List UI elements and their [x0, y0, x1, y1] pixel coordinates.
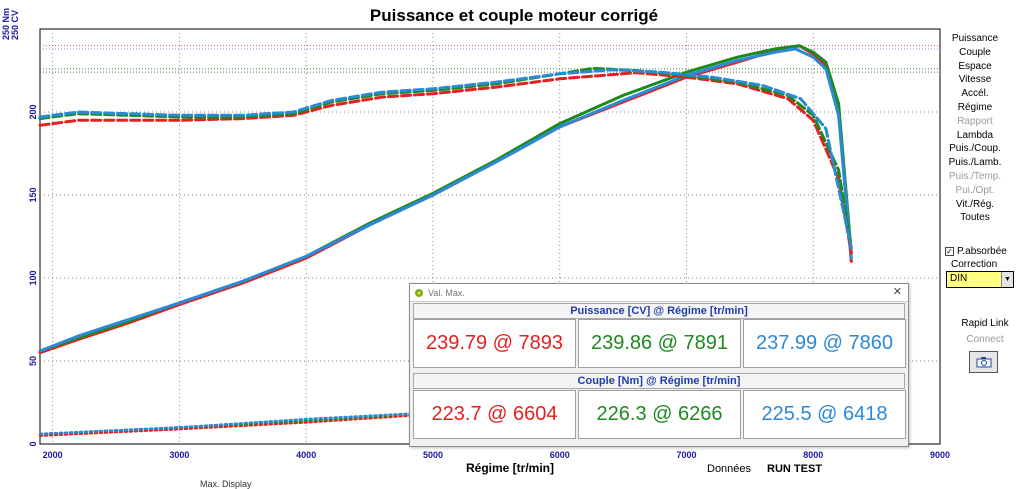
menu-item-puissance[interactable]: Puissance: [951, 33, 999, 44]
chevron-down-icon[interactable]: ▼: [1001, 272, 1013, 287]
x-axis-label: Régime [tr/min]: [466, 461, 554, 475]
menu-item-pui-opt[interactable]: Pui./Opt.: [955, 184, 995, 196]
menu-item-couple[interactable]: Couple: [959, 46, 991, 58]
tick-labels: 2000 3000 4000 5000 6000 7000 8000 9000 0 50 100 15…: [28, 104, 950, 460]
torque-header: Couple [Nm] @ Régime [tr/min]: [413, 373, 905, 389]
menu-item-r-gime[interactable]: Régime: [957, 101, 993, 113]
max-values-dialog: Val. Max. ✕ Puissance [CV] @ Régime [tr/…: [409, 283, 909, 447]
correction-value: DIN: [950, 273, 968, 284]
dialog-titlebar[interactable]: Val. Max. ✕: [410, 284, 908, 302]
menu-item-puis-coup[interactable]: Puis./Coup.: [949, 143, 1001, 155]
power-header: Puissance [CV] @ Régime [tr/min]: [413, 303, 905, 319]
y-tick-label: 50: [28, 356, 38, 366]
menu-item-rapport[interactable]: Rapport: [957, 115, 993, 127]
max-value-cell: 225.5 @ 6418: [743, 390, 906, 439]
app-icon: [415, 288, 423, 297]
menu-item-lambda[interactable]: Lambda: [956, 129, 994, 141]
series-line-low-blue: [38, 411, 435, 436]
max-value-cell: 237.99 @ 7860: [743, 319, 906, 368]
menu-item-puis-temp[interactable]: Puis./Temp.: [948, 170, 1002, 182]
dialog-title: Val. Max.: [428, 287, 465, 298]
menu-item-vitesse[interactable]: Vitesse: [958, 74, 992, 86]
max-value-cell: 239.79 @ 7893: [413, 319, 576, 368]
y-tick-label: 200: [28, 104, 38, 119]
x-tick-label: 7000: [676, 450, 696, 460]
series-line-torque-green: [38, 66, 853, 250]
series-line-torque-blue: [38, 68, 853, 250]
x-tick-label: 6000: [550, 450, 570, 460]
rapid-link-label: Rapid Link: [961, 318, 1009, 329]
y-tick-label: 0: [28, 441, 38, 446]
x-tick-label: 3000: [169, 450, 189, 460]
x-tick-label: 2000: [43, 450, 63, 460]
view-menu: Puissance Couple Espace Vitesse Accél. Régime…: [935, 32, 1015, 225]
pabs-label: P.absorbée: [957, 246, 1007, 257]
max-display-label[interactable]: Max. Display: [200, 479, 252, 489]
x-tick-label: 8000: [803, 450, 823, 460]
menu-item-espace[interactable]: Espace: [958, 60, 992, 72]
menu-item-puis-lamb[interactable]: Puis./Lamb.: [948, 157, 1002, 169]
max-value-cell: 226.3 @ 6266: [578, 390, 741, 439]
series-group: [38, 44, 853, 437]
camera-icon: [976, 357, 991, 368]
max-value-cell: 239.86 @ 7891: [578, 319, 741, 368]
connect-link[interactable]: Connect: [966, 334, 1004, 345]
pabs-checkbox[interactable]: ✓ P.absorbée: [945, 246, 1007, 257]
series-line-power-blue: [38, 47, 853, 353]
y-tick-label: 150: [28, 187, 38, 202]
donnees-label: Données: [707, 463, 752, 475]
x-tick-label: 4000: [296, 450, 316, 460]
camera-button[interactable]: [969, 351, 998, 373]
max-value-cell: 223.7 @ 6604: [413, 390, 576, 439]
y-tick-label: 100: [28, 270, 38, 285]
y-unit-nm: 250 Nm: [1, 8, 11, 40]
checkbox-icon[interactable]: ✓: [945, 247, 954, 256]
menu-item-vit-r-g[interactable]: Vit./Rég.: [955, 198, 995, 210]
series-line-low-red: [38, 412, 435, 437]
menu-item-acc-l[interactable]: Accél.: [961, 88, 989, 100]
correction-label: Correction: [951, 259, 998, 270]
correction-select[interactable]: DIN ▼: [946, 271, 1014, 288]
menu-item-toutes[interactable]: Toutes: [960, 212, 990, 224]
x-tick-label: 5000: [423, 450, 443, 460]
chart-title: Puissance et couple moteur corrigé: [370, 6, 658, 25]
run-test-label[interactable]: RUN TEST: [767, 463, 822, 475]
series-line-torque-red: [38, 71, 853, 255]
x-tick-label: 9000: [930, 450, 950, 460]
close-icon[interactable]: ✕: [892, 286, 902, 298]
y-unit-cv: 250 CV: [10, 10, 20, 40]
